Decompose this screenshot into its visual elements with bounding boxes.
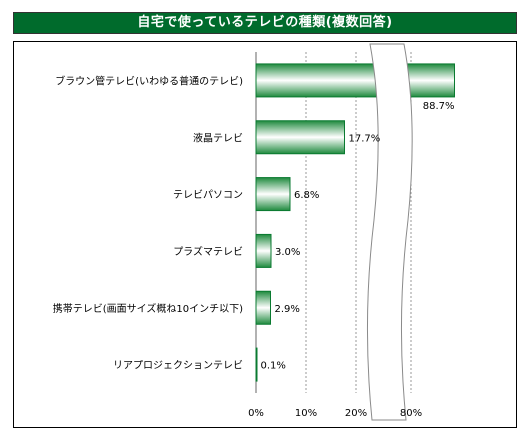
x-tick-label: 20% [345, 408, 367, 419]
bar [255, 290, 271, 325]
bar [255, 63, 455, 98]
bar [255, 177, 291, 212]
category-label: テレビパソコン [173, 189, 243, 201]
bar [255, 120, 345, 155]
axis-break [366, 43, 413, 421]
chart-title: 自宅で使っているテレビの種類(複数回答) [13, 12, 517, 34]
value-label: 17.7% [349, 133, 381, 144]
value-label: 6.8% [294, 190, 319, 201]
category-label: プラズマテレビ [173, 245, 243, 258]
labels: 0% 10% 20% 80% ブラウン管テレビ(いわゆる普通のテレビ) 88.7% 液晶テレ… [53, 74, 455, 419]
category-label: 携帯テレビ(画面サイズ概ね10インチ以下) [53, 302, 243, 315]
bar [255, 347, 258, 382]
bars [255, 63, 455, 382]
category-label: リアプロジェクションテレビ [113, 360, 243, 372]
x-tick-label: 0% [248, 408, 264, 419]
value-label: 0.1% [261, 361, 286, 372]
bar [255, 233, 272, 268]
x-tick-label: 10% [295, 408, 317, 419]
category-label: 液晶テレビ [193, 131, 243, 144]
x-tick-label: 80% [400, 408, 422, 419]
value-label: 88.7% [423, 101, 455, 112]
value-label: 3.0% [275, 247, 300, 258]
value-label: 2.9% [275, 304, 300, 315]
category-label: ブラウン管テレビ(いわゆる普通のテレビ) [55, 74, 243, 87]
axis-break-band [366, 43, 413, 421]
